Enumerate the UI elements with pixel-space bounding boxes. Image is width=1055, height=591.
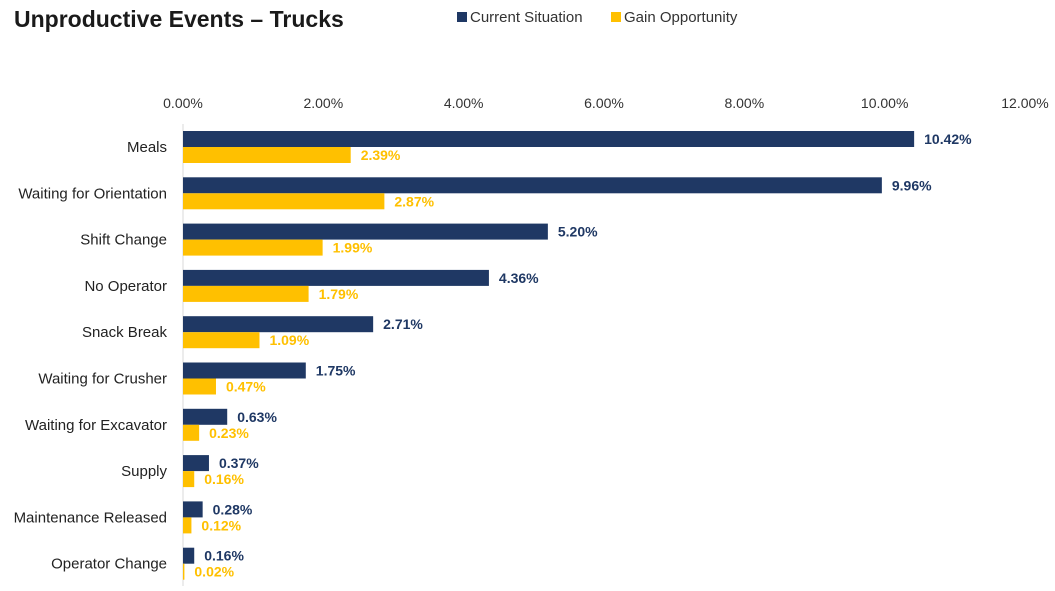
bars: Meals 10.42% 2.39% Waiting for Orientation 9… [14,131,972,580]
x-tick-label: 2.00% [303,95,343,111]
category-label: Waiting for Crusher [38,371,167,388]
x-tick-label: 10.00% [861,95,908,111]
bar-gain [183,285,309,302]
bar-current [183,316,374,333]
data-label-current: 0.37% [219,455,259,471]
x-axis-ticks: 0.00% 2.00% 4.00% 6.00% 8.00% 10.00% 12.00% [163,95,1049,111]
x-tick-label: 8.00% [724,95,764,111]
bar-current [183,131,915,147]
x-tick-label: 12.00% [1001,95,1048,111]
data-label-current: 0.63% [237,409,277,425]
bar-current [183,362,306,379]
bar-current [183,547,195,564]
bar-current [183,223,548,240]
chart-title: Unproductive Events – Trucks [14,6,344,32]
data-label-gain: 1.99% [333,240,373,256]
bar-gain [183,424,200,441]
bar-gain [183,147,351,163]
data-label-gain: 0.23% [209,425,249,441]
data-label-gain: 2.87% [394,193,434,209]
data-label-current: 2.71% [383,316,423,332]
bar-gain [183,332,260,349]
legend-label-0: Current Situation [470,9,583,26]
x-tick-label: 0.00% [163,95,203,111]
data-label-current: 10.42% [924,131,972,147]
category-label: Maintenance Released [14,509,167,526]
data-label-gain: 2.39% [361,147,401,163]
category-label: Waiting for Orientation [18,185,167,202]
data-label-current: 0.28% [213,501,253,517]
data-label-current: 1.75% [316,363,356,379]
category-label: Snack Break [82,324,168,341]
bar-current [183,177,882,194]
category-label: No Operator [84,278,167,295]
category-label: Waiting for Excavator [25,417,167,434]
category-label: Operator Change [51,556,167,573]
category-label: Supply [121,463,167,480]
bar-gain [183,517,192,534]
data-label-gain: 0.16% [204,471,244,487]
category-label: Shift Change [80,232,167,249]
bar-gain [183,471,195,488]
x-tick-label: 6.00% [584,95,624,111]
data-label-current: 0.16% [204,548,244,564]
bar-current [183,501,203,518]
bar-gain [183,239,323,256]
bar-current [183,408,228,425]
data-label-gain: 1.09% [269,332,309,348]
category-label: Meals [127,139,167,156]
legend-swatch-1 [611,12,621,22]
bar-current [183,455,209,472]
data-label-gain: 1.79% [319,286,359,302]
bar-gain [183,193,385,210]
data-label-gain: 0.02% [194,564,234,580]
legend-label-1: Gain Opportunity [624,9,738,26]
bar-gain [183,378,216,395]
x-tick-label: 4.00% [444,95,484,111]
data-label-current: 9.96% [892,177,932,193]
bar-current [183,269,489,286]
bar-gain [183,563,185,580]
legend: Current Situation Gain Opportunity [457,9,738,26]
data-label-current: 5.20% [558,224,598,240]
data-label-gain: 0.12% [201,517,241,533]
legend-swatch-0 [457,12,467,22]
data-label-current: 4.36% [499,270,539,286]
data-label-gain: 0.47% [226,379,266,395]
